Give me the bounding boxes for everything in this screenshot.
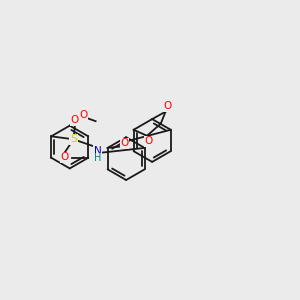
Text: N: N (94, 146, 102, 156)
Text: O: O (61, 152, 69, 162)
Text: H: H (94, 153, 102, 163)
Text: O: O (79, 110, 87, 120)
Text: O: O (163, 101, 171, 111)
Text: O: O (144, 136, 153, 146)
Text: S: S (70, 134, 77, 144)
Text: O: O (71, 115, 79, 125)
Text: O: O (120, 139, 129, 148)
Text: F: F (64, 153, 70, 163)
